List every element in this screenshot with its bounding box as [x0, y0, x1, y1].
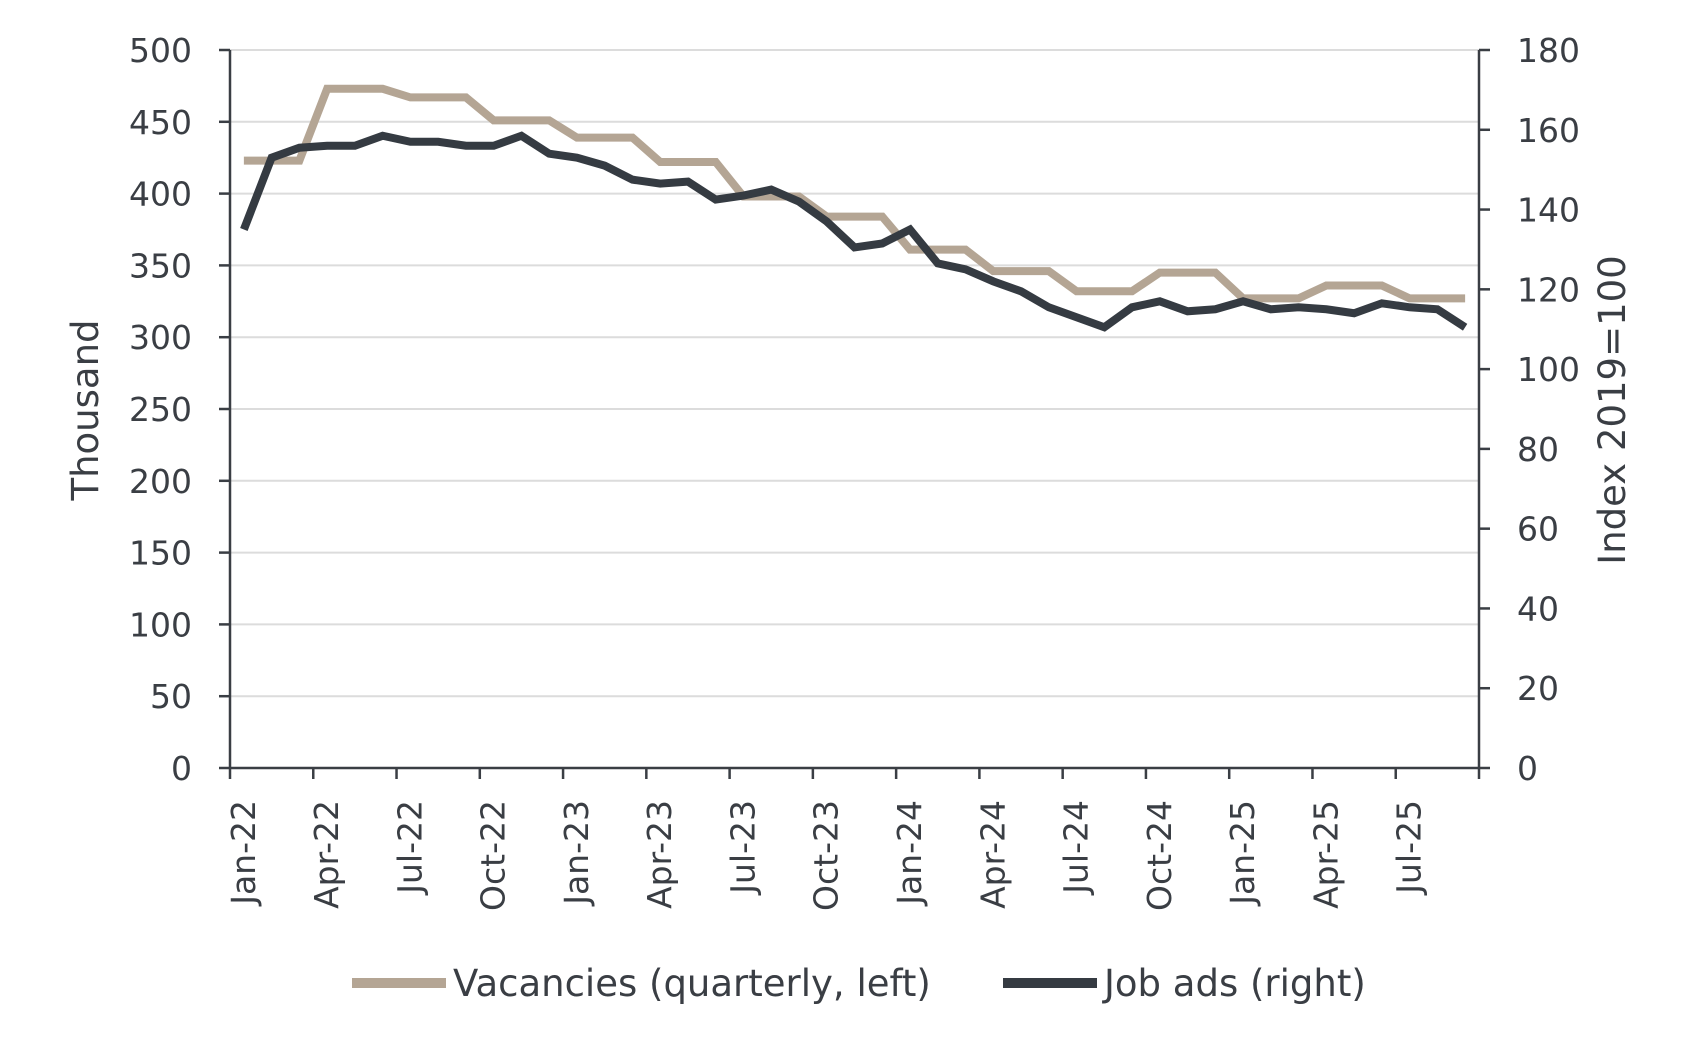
x-tick-label: Jul-22: [390, 800, 429, 896]
series-layer: [240, 84, 1468, 332]
x-tick-label: Jul-25: [1390, 800, 1429, 896]
x-tick-label: Jul-24: [1057, 800, 1096, 896]
right-tick-label: 80: [1517, 430, 1559, 469]
left-tick-label: 0: [171, 749, 192, 788]
left-tick-label: 150: [129, 534, 192, 573]
left-tick-label: 50: [150, 677, 192, 716]
left-y-axis: 0 50 100 150 200 250 300 350 400 450 500: [129, 31, 232, 788]
left-tick-label: 300: [129, 318, 192, 357]
x-tick-label: Apr-24: [973, 800, 1012, 909]
x-tick-label: Jul-23: [723, 800, 762, 896]
legend: Vacancies (quarterly, left) Job ads (rig…: [352, 962, 1366, 1005]
right-tick-label: 120: [1517, 270, 1580, 309]
left-tick-label: 350: [129, 246, 192, 285]
right-tick-label: 0: [1517, 749, 1538, 788]
right-y-axis: 0 20 40 60 80 100 120 140 160 180: [1477, 31, 1580, 788]
left-tick-label: 200: [129, 462, 192, 501]
series-line-vacancies: [243, 84, 1466, 303]
left-tick-label: 500: [129, 31, 192, 70]
right-axis-title: Index 2019=100: [1591, 255, 1634, 564]
x-tick-label: Apr-25: [1306, 800, 1345, 909]
x-tick-label: Apr-23: [640, 800, 679, 909]
x-tick-label: Oct-22: [474, 800, 513, 911]
gridlines: [230, 49, 1479, 698]
right-tick-label: 160: [1517, 111, 1580, 150]
legend-label-job-ads: Job ads (right): [1102, 962, 1366, 1005]
left-tick-label: 250: [129, 390, 192, 429]
left-tick-label: 100: [129, 605, 192, 644]
left-axis-title: Thousand: [64, 319, 107, 501]
right-tick-label: 100: [1517, 350, 1580, 389]
right-tick-label: 140: [1517, 191, 1580, 230]
right-tick-label: 180: [1517, 31, 1580, 70]
x-axis: Jan-22 Apr-22 Jul-22 Oct-22 Jan-23 Apr-23 Jul-…: [224, 766, 1481, 911]
right-tick-label: 60: [1517, 510, 1559, 549]
series-line-job-ads: [240, 131, 1468, 332]
right-tick-label: 40: [1517, 589, 1559, 628]
x-tick-label: Jan-23: [557, 800, 596, 907]
x-tick-label: Jan-22: [224, 800, 263, 907]
x-tick-label: Apr-22: [307, 800, 346, 909]
x-tick-label: Jan-25: [1223, 800, 1262, 907]
right-tick-label: 20: [1517, 669, 1559, 708]
left-tick-label: 450: [129, 103, 192, 142]
left-tick-label: 400: [129, 175, 192, 214]
x-tick-label: Oct-24: [1140, 800, 1179, 911]
legend-label-vacancies: Vacancies (quarterly, left): [453, 962, 931, 1005]
x-tick-label: Jan-24: [890, 800, 929, 907]
x-tick-label: Oct-23: [807, 800, 846, 911]
